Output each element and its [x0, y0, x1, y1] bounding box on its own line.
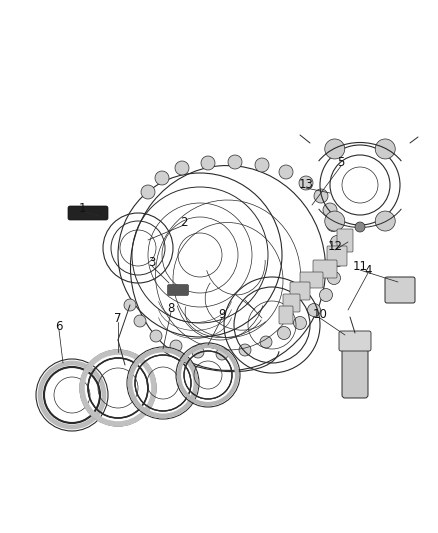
- Circle shape: [375, 211, 395, 231]
- Circle shape: [331, 236, 343, 248]
- Text: 3: 3: [148, 255, 155, 269]
- Text: 2: 2: [180, 215, 188, 229]
- Circle shape: [192, 346, 204, 358]
- FancyBboxPatch shape: [385, 277, 415, 303]
- Circle shape: [260, 336, 272, 348]
- FancyBboxPatch shape: [68, 206, 108, 220]
- Circle shape: [326, 219, 339, 231]
- Circle shape: [325, 211, 345, 231]
- Circle shape: [255, 158, 269, 172]
- Circle shape: [150, 330, 162, 342]
- Circle shape: [279, 165, 293, 179]
- FancyBboxPatch shape: [283, 294, 300, 312]
- Circle shape: [155, 171, 169, 185]
- FancyBboxPatch shape: [290, 282, 310, 300]
- FancyBboxPatch shape: [313, 260, 337, 278]
- Circle shape: [332, 254, 345, 266]
- Text: 5: 5: [337, 157, 345, 169]
- Circle shape: [375, 139, 395, 159]
- FancyBboxPatch shape: [279, 306, 293, 324]
- Circle shape: [325, 139, 345, 159]
- Circle shape: [216, 348, 228, 360]
- Circle shape: [299, 176, 313, 190]
- Circle shape: [170, 340, 182, 352]
- Circle shape: [307, 303, 321, 317]
- Circle shape: [175, 161, 189, 175]
- Circle shape: [239, 344, 251, 356]
- FancyBboxPatch shape: [342, 342, 368, 398]
- FancyBboxPatch shape: [327, 246, 347, 266]
- Circle shape: [124, 299, 136, 311]
- Circle shape: [319, 288, 332, 302]
- Text: 7: 7: [114, 312, 122, 326]
- Text: 8: 8: [167, 303, 175, 316]
- Text: 11: 11: [353, 261, 367, 273]
- Circle shape: [278, 327, 290, 340]
- Text: 10: 10: [313, 309, 328, 321]
- Circle shape: [201, 156, 215, 170]
- Text: 1: 1: [78, 201, 86, 214]
- Text: 12: 12: [328, 240, 343, 254]
- Circle shape: [323, 203, 337, 217]
- Text: 9: 9: [218, 309, 226, 321]
- Circle shape: [328, 271, 340, 285]
- FancyBboxPatch shape: [167, 285, 188, 295]
- Circle shape: [314, 189, 328, 203]
- Circle shape: [228, 155, 242, 169]
- Circle shape: [355, 222, 365, 232]
- Text: 4: 4: [364, 263, 372, 277]
- FancyBboxPatch shape: [300, 272, 323, 288]
- FancyBboxPatch shape: [339, 331, 371, 351]
- Circle shape: [293, 317, 307, 329]
- Circle shape: [141, 185, 155, 199]
- FancyBboxPatch shape: [337, 229, 353, 252]
- Text: 13: 13: [299, 179, 314, 191]
- Circle shape: [134, 315, 146, 327]
- Text: 6: 6: [55, 320, 63, 334]
